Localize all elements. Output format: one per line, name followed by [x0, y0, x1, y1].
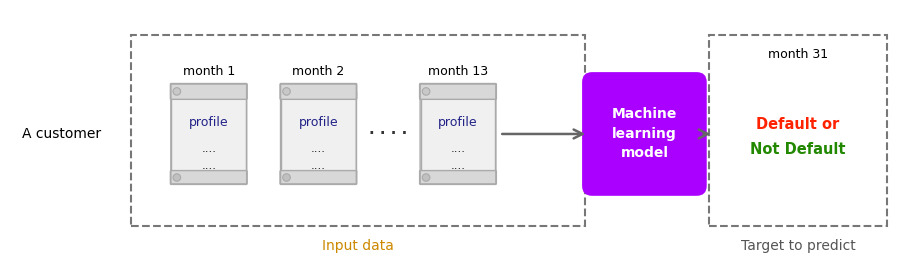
- Text: month 31: month 31: [767, 48, 828, 61]
- FancyBboxPatch shape: [280, 171, 357, 184]
- FancyBboxPatch shape: [170, 84, 247, 99]
- Text: profile: profile: [189, 116, 229, 129]
- Text: profile: profile: [438, 116, 478, 129]
- Text: ....: ....: [451, 142, 465, 155]
- FancyBboxPatch shape: [420, 84, 496, 99]
- Text: ....: ....: [201, 142, 216, 155]
- FancyBboxPatch shape: [280, 84, 357, 99]
- FancyBboxPatch shape: [170, 171, 247, 184]
- Text: Machine
learning
model: Machine learning model: [612, 107, 677, 160]
- Text: · · · ·: · · · ·: [369, 127, 407, 141]
- Text: month 2: month 2: [292, 64, 345, 78]
- Text: ....: ....: [451, 159, 465, 172]
- Circle shape: [282, 88, 291, 95]
- FancyBboxPatch shape: [420, 171, 496, 184]
- Text: Not Default: Not Default: [750, 142, 845, 157]
- Text: Input data: Input data: [322, 239, 394, 253]
- Text: profile: profile: [299, 116, 338, 129]
- Text: month 13: month 13: [428, 64, 488, 78]
- Text: month 1: month 1: [183, 64, 235, 78]
- Circle shape: [282, 174, 291, 181]
- Circle shape: [173, 88, 181, 95]
- Circle shape: [423, 88, 430, 95]
- FancyBboxPatch shape: [281, 91, 356, 172]
- FancyBboxPatch shape: [582, 72, 707, 196]
- Text: A customer: A customer: [22, 127, 100, 141]
- Circle shape: [423, 174, 430, 181]
- Text: ....: ....: [201, 159, 216, 172]
- Text: ....: ....: [311, 159, 326, 172]
- Text: Target to predict: Target to predict: [740, 239, 855, 253]
- Text: Default or: Default or: [757, 117, 840, 132]
- Text: ....: ....: [311, 142, 326, 155]
- FancyBboxPatch shape: [421, 91, 495, 172]
- FancyBboxPatch shape: [171, 91, 246, 172]
- Circle shape: [173, 174, 181, 181]
